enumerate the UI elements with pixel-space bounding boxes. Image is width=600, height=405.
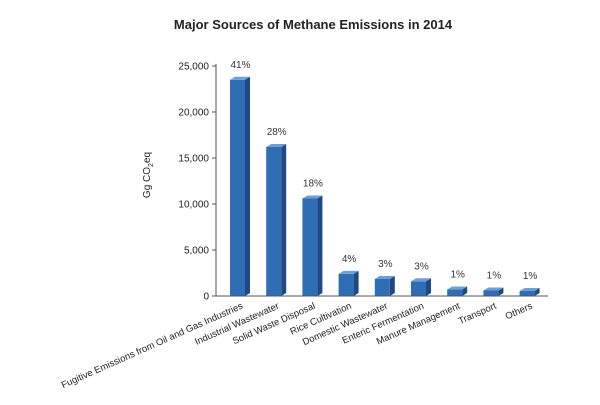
bar-top — [338, 270, 359, 274]
y-axis-ticks: 0 5,000 10,000 15,000 20,000 25,000 — [178, 62, 216, 303]
bar-top — [230, 76, 250, 80]
bar — [483, 287, 504, 296]
bar — [302, 195, 323, 296]
bar-side — [317, 195, 323, 296]
bar-side — [534, 287, 540, 296]
bar — [519, 287, 540, 296]
bar-front — [302, 198, 318, 296]
bar-front — [338, 273, 354, 296]
y-axis-title-tail: eq — [142, 152, 153, 163]
bar-top — [266, 143, 287, 147]
bar-front — [374, 278, 390, 296]
y-tick-label: 15,000 — [178, 154, 209, 165]
bar-front — [519, 290, 535, 296]
bar-front — [483, 290, 499, 296]
y-axis-title-main: Gg CO — [142, 167, 153, 198]
bar-side — [389, 275, 395, 296]
category-labels: Fugitive Emissions from Oil and Gas Indu… — [60, 301, 535, 392]
category-label: Transport — [457, 301, 499, 328]
data-label: 1% — [487, 270, 502, 281]
svg-text:Gg CO2eq: Gg CO2eq — [142, 152, 155, 198]
bar-front — [411, 281, 426, 296]
data-label: 28% — [267, 127, 287, 138]
data-label: 1% — [523, 271, 538, 282]
bar — [447, 286, 468, 296]
y-tick-label: 5,000 — [184, 246, 209, 257]
data-label: 1% — [450, 270, 465, 281]
data-label: 4% — [342, 254, 357, 265]
bar-front — [230, 79, 245, 296]
bars — [230, 76, 540, 296]
bar — [230, 76, 250, 296]
bar-side — [498, 287, 504, 296]
data-labels: 41% 28% 18% 4% 3% 3% 1% 1% 1% — [230, 60, 537, 282]
bar-side — [353, 270, 359, 296]
data-label: 18% — [303, 178, 323, 189]
bar-top — [519, 287, 540, 291]
bar-front — [447, 289, 463, 296]
bar — [338, 270, 359, 296]
bar-top — [447, 286, 468, 290]
bar-top — [374, 275, 395, 279]
category-label: Others — [504, 301, 535, 323]
y-axis-title: Gg CO2eq — [142, 152, 155, 198]
bar-top — [483, 287, 504, 291]
category-label: Fugitive Emissions from Oil and Gas Indu… — [60, 301, 245, 391]
y-tick-label: 25,000 — [178, 62, 209, 73]
data-label: 3% — [378, 259, 393, 270]
bar-side — [462, 286, 468, 296]
bar — [374, 275, 395, 296]
bar-front — [266, 146, 282, 296]
chart-title: Major Sources of Methane Emissions in 20… — [174, 17, 453, 32]
bar-side — [281, 143, 287, 296]
y-tick-label: 20,000 — [178, 108, 209, 119]
bar — [266, 143, 287, 296]
bar-side — [426, 278, 431, 296]
y-axis-title-sub: 2 — [148, 163, 155, 167]
bar-top — [302, 195, 323, 199]
y-tick-label: 0 — [203, 292, 209, 303]
bar — [411, 278, 431, 296]
data-label: 3% — [414, 261, 429, 272]
y-tick-label: 10,000 — [178, 200, 209, 211]
bar-side — [245, 76, 250, 296]
bar-top — [411, 278, 431, 282]
data-label: 41% — [230, 60, 250, 71]
